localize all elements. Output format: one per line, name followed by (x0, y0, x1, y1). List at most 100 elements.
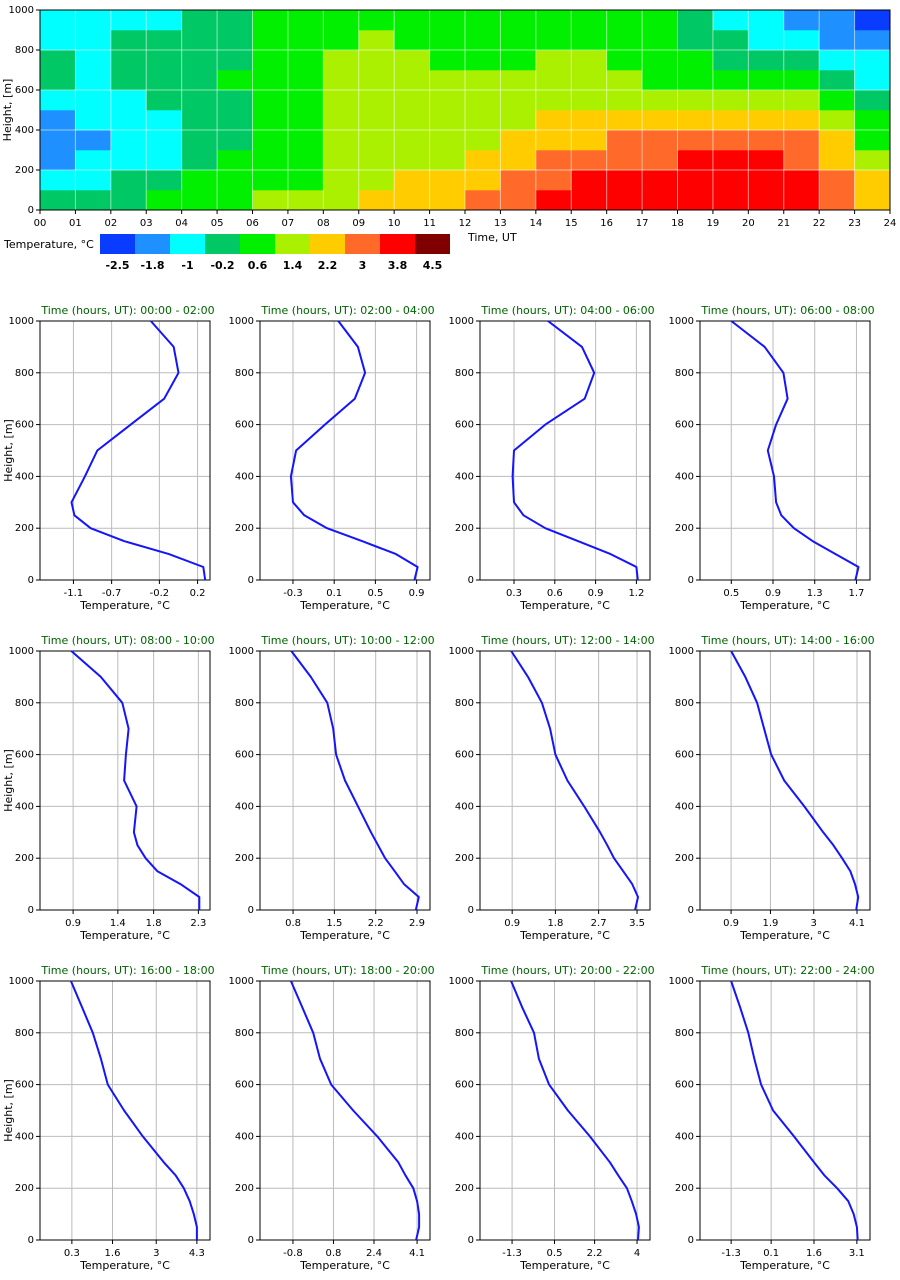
colorbar-tick-label: -1.8 (140, 259, 164, 272)
heat-cell (40, 70, 76, 91)
y-tick-label: 800 (15, 45, 34, 56)
heat-cell (217, 130, 253, 151)
heat-cell (500, 110, 537, 131)
heat-cell (323, 50, 360, 71)
heat-cell (819, 150, 855, 171)
heat-cell (677, 170, 714, 191)
heat-cell (394, 130, 430, 151)
x-tick-label: 00 (34, 218, 47, 229)
heat-cell (287, 110, 324, 131)
heat-cell (783, 30, 820, 51)
y-tick-label: 800 (675, 1028, 694, 1039)
heat-cell (571, 150, 607, 171)
x-tick-label: 1.3 (807, 588, 823, 599)
chart-title: Time (hours, UT): 20:00 - 22:00 (480, 964, 654, 977)
y-tick-label: 1000 (9, 5, 34, 16)
heat-cell (783, 130, 820, 151)
heat-cell (677, 50, 714, 71)
heat-cell (181, 190, 218, 211)
heat-cell (323, 110, 360, 131)
y-tick-label: 1000 (9, 316, 34, 327)
y-tick-label: 200 (675, 853, 694, 864)
y-tick-label: 0 (28, 205, 34, 216)
heat-cell (146, 10, 182, 31)
heat-cell (606, 170, 643, 191)
y-tick-label: 1000 (9, 646, 34, 657)
heat-cell (571, 50, 607, 71)
heat-cell (146, 170, 182, 191)
y-tick-label: 200 (675, 1183, 694, 1194)
y-tick-label: 600 (15, 1080, 34, 1091)
x-axis-label: Time, UT (467, 231, 517, 244)
heat-cell (535, 70, 572, 91)
heat-cell (571, 130, 607, 151)
chart-title: Time (hours, UT): 22:00 - 24:00 (700, 964, 874, 977)
y-tick-label: 200 (455, 1183, 474, 1194)
heat-cell (712, 190, 749, 211)
heat-cell (394, 10, 430, 31)
y-tick-label: 0 (28, 905, 34, 916)
heat-cell (500, 130, 537, 151)
heat-cell (465, 150, 501, 171)
heat-cell (854, 70, 891, 91)
x-tick-label: 4 (634, 1248, 640, 1259)
x-tick-label: 1.8 (146, 918, 162, 929)
heat-cell (358, 70, 395, 91)
heat-cell (110, 170, 147, 191)
x-tick-label: 15 (565, 218, 578, 229)
y-tick-label: 1000 (669, 646, 694, 657)
x-tick-label: 0.9 (504, 918, 520, 929)
heat-cell (146, 70, 182, 91)
heat-cell (75, 50, 112, 71)
y-tick-label: 1000 (9, 976, 34, 987)
plot-frame (259, 320, 431, 581)
y-tick-label: 600 (455, 750, 474, 761)
heat-cell (110, 70, 147, 91)
y-tick-label: 0 (248, 575, 254, 586)
x-tick-label: 0.8 (326, 1248, 342, 1259)
x-tick-label: 18 (671, 218, 684, 229)
x-tick-label: 09 (352, 218, 365, 229)
heat-cell (606, 90, 643, 111)
heat-cell (500, 50, 537, 71)
heat-cell (358, 90, 395, 111)
heat-cell (712, 130, 749, 151)
x-tick-label: 0.5 (547, 1248, 563, 1259)
heat-cell (819, 50, 855, 71)
heat-cell (217, 110, 253, 131)
heat-cell (500, 150, 537, 171)
heat-cell (748, 150, 785, 171)
x-tick-label: 21 (777, 218, 790, 229)
heat-cell (783, 110, 820, 131)
heat-cell (287, 70, 324, 91)
heat-cell (181, 130, 218, 151)
heat-cell (606, 110, 643, 131)
x-axis-label: Temperature, °C (79, 599, 170, 612)
heat-cell (181, 110, 218, 131)
heat-cell (358, 190, 395, 211)
heat-cell (181, 90, 218, 111)
x-tick-label: 05 (211, 218, 224, 229)
heat-cell (571, 190, 607, 211)
heat-cell (110, 90, 147, 111)
heat-cell (323, 130, 360, 151)
heat-cell (677, 190, 714, 211)
y-tick-label: 0 (28, 575, 34, 586)
heat-cell (748, 50, 785, 71)
heat-cell (146, 30, 182, 51)
chart-title: Time (hours, UT): 16:00 - 18:00 (40, 964, 214, 977)
y-tick-label: 1000 (449, 976, 474, 987)
y-axis-label: Height, [m] (1, 79, 14, 142)
heat-cell (394, 30, 430, 51)
profile-line (289, 320, 419, 581)
plot-frame (259, 980, 431, 1241)
heat-cell (40, 10, 76, 31)
heat-cell (748, 90, 785, 111)
heat-cell (110, 10, 147, 31)
heat-cell (642, 70, 678, 91)
heat-cell (783, 150, 820, 171)
chart-title: Time (hours, UT): 08:00 - 10:00 (40, 634, 214, 647)
heat-cell (394, 50, 430, 71)
y-tick-label: 400 (455, 801, 474, 812)
